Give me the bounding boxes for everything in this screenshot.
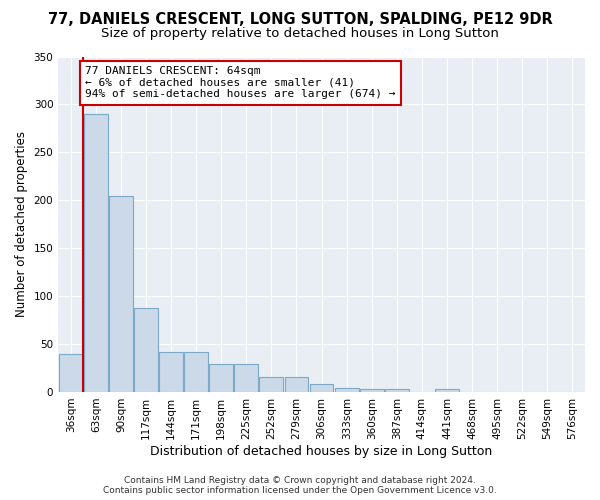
Bar <box>310 384 334 392</box>
Bar <box>209 364 233 392</box>
Bar <box>84 114 108 392</box>
X-axis label: Distribution of detached houses by size in Long Sutton: Distribution of detached houses by size … <box>151 444 493 458</box>
Bar <box>284 376 308 392</box>
Bar <box>159 352 183 392</box>
Bar <box>360 389 383 392</box>
Bar <box>184 352 208 392</box>
Text: 77, DANIELS CRESCENT, LONG SUTTON, SPALDING, PE12 9DR: 77, DANIELS CRESCENT, LONG SUTTON, SPALD… <box>47 12 553 28</box>
Bar <box>435 389 459 392</box>
Bar <box>259 376 283 392</box>
Bar <box>335 388 359 392</box>
Text: Size of property relative to detached houses in Long Sutton: Size of property relative to detached ho… <box>101 28 499 40</box>
Text: Contains HM Land Registry data © Crown copyright and database right 2024.
Contai: Contains HM Land Registry data © Crown c… <box>103 476 497 495</box>
Bar <box>59 354 83 392</box>
Bar <box>235 364 258 392</box>
Bar <box>109 196 133 392</box>
Text: 77 DANIELS CRESCENT: 64sqm
← 6% of detached houses are smaller (41)
94% of semi-: 77 DANIELS CRESCENT: 64sqm ← 6% of detac… <box>85 66 396 100</box>
Bar <box>385 389 409 392</box>
Y-axis label: Number of detached properties: Number of detached properties <box>15 131 28 317</box>
Bar <box>134 308 158 392</box>
